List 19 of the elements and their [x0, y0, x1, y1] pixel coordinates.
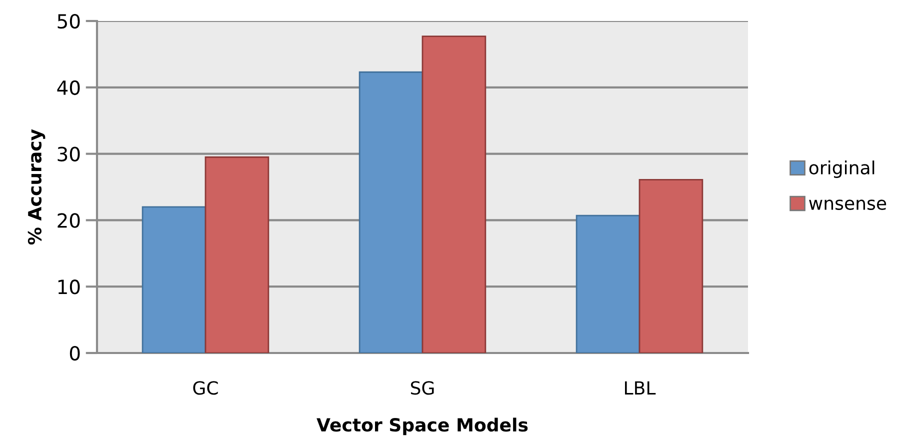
bar — [638, 179, 704, 353]
y-axis-title: % Accuracy — [28, 129, 46, 245]
x-axis-title: Vector Space Models — [316, 418, 528, 436]
bar — [204, 156, 270, 353]
x-tick-label: SG — [410, 381, 434, 395]
y-tick-label: 40 — [57, 80, 80, 96]
bar — [422, 36, 486, 353]
x-tick-label: GC — [193, 381, 218, 395]
bar — [142, 206, 206, 353]
bar — [358, 71, 424, 353]
legend-label: wnsense — [809, 200, 886, 210]
y-tick-label: 50 — [58, 14, 80, 29]
bar — [576, 214, 640, 353]
y-tick-label: 10 — [58, 280, 80, 294]
x-tick-label: LBL — [625, 381, 656, 394]
y-tick-label: 30 — [58, 146, 80, 162]
legend-label: original — [809, 160, 874, 178]
y-tick-label: 0 — [70, 346, 80, 361]
y-tick-label: 20 — [58, 213, 80, 228]
